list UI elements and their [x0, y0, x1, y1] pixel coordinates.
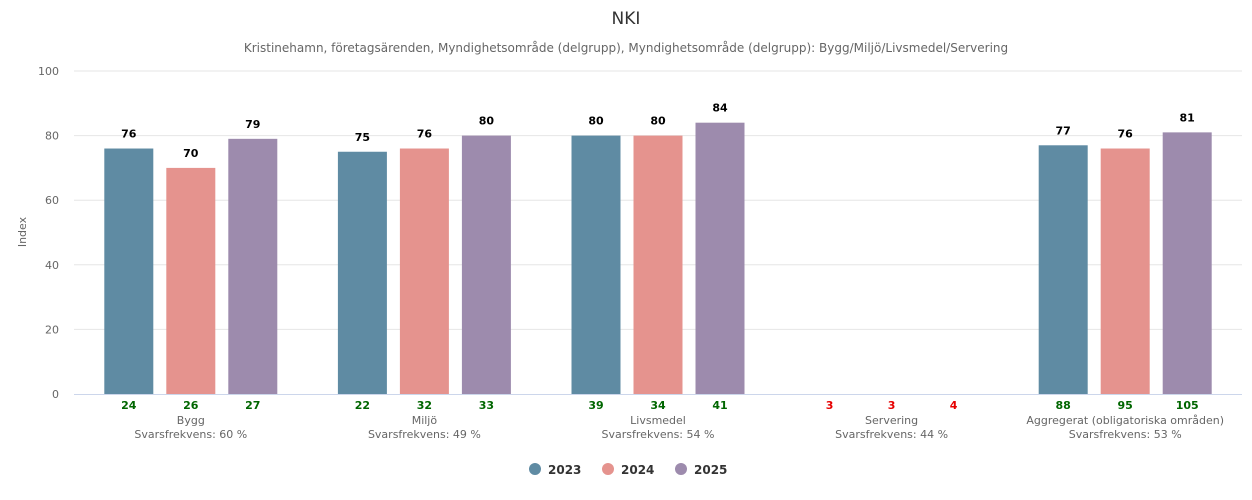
data-label: 76 — [1118, 128, 1134, 141]
y-tick-label: 40 — [45, 259, 59, 272]
response-count: 22 — [355, 399, 370, 412]
response-count: 105 — [1176, 399, 1199, 412]
bar-2024 — [399, 148, 449, 394]
category-sublabel: Svarsfrekvens: 53 % — [1069, 428, 1182, 441]
response-count: 24 — [121, 399, 137, 412]
bar-2025 — [1162, 132, 1212, 394]
response-count: 41 — [712, 399, 727, 412]
bar-2025 — [695, 122, 745, 395]
category-label: Livsmedel — [630, 414, 686, 427]
y-tick-label: 0 — [52, 388, 59, 401]
data-label: 84 — [712, 102, 728, 115]
legend-marker-2024 — [602, 463, 614, 475]
bar-2025 — [228, 138, 278, 394]
response-count: 26 — [183, 399, 199, 412]
chart-title: NKI — [612, 9, 641, 29]
y-tick-label: 80 — [45, 130, 59, 143]
y-tick-label: 100 — [38, 65, 59, 78]
category-sublabel: Svarsfrekvens: 60 % — [134, 428, 247, 441]
chart-subtitle: Kristinehamn, företagsärenden, Myndighet… — [244, 41, 1008, 55]
data-label: 81 — [1180, 111, 1195, 124]
data-label: 80 — [588, 115, 604, 128]
bar-2024 — [1100, 148, 1150, 394]
response-count: 33 — [479, 399, 494, 412]
legend-marker-2023 — [529, 463, 541, 475]
category-label: Bygg — [177, 414, 205, 427]
y-tick-label: 60 — [45, 194, 59, 207]
y-axis-label: Index — [16, 216, 29, 247]
data-label: 77 — [1056, 124, 1071, 137]
response-count: 4 — [950, 399, 958, 412]
bar-2023 — [1038, 145, 1088, 394]
response-count: 88 — [1056, 399, 1071, 412]
response-count: 34 — [650, 399, 666, 412]
category-label: Miljö — [412, 414, 438, 427]
legend-item-2023[interactable]: 2023 — [548, 463, 581, 477]
bar-2023 — [337, 151, 387, 394]
response-count: 27 — [245, 399, 260, 412]
category-sublabel: Svarsfrekvens: 49 % — [368, 428, 481, 441]
response-count: 32 — [417, 399, 432, 412]
data-label: 76 — [121, 128, 137, 141]
legend-item-2024[interactable]: 2024 — [621, 463, 654, 477]
data-label: 80 — [650, 115, 666, 128]
response-count: 39 — [588, 399, 603, 412]
bar-2023 — [571, 135, 621, 394]
legend-item-2025[interactable]: 2025 — [694, 463, 727, 477]
data-label: 76 — [417, 128, 433, 141]
response-count: 95 — [1118, 399, 1133, 412]
bar-2024 — [633, 135, 683, 394]
response-count: 3 — [826, 399, 834, 412]
category-sublabel: Svarsfrekvens: 44 % — [835, 428, 948, 441]
legend-marker-2025 — [675, 463, 687, 475]
category-sublabel: Svarsfrekvens: 54 % — [602, 428, 715, 441]
category-label: Aggregerat (obligatoriska områden) — [1026, 414, 1224, 427]
bar-2025 — [461, 135, 511, 394]
data-label: 75 — [355, 131, 370, 144]
response-count: 3 — [888, 399, 896, 412]
bar-2023 — [104, 148, 154, 394]
category-label: Servering — [865, 414, 918, 427]
data-label: 80 — [479, 115, 495, 128]
data-label: 79 — [245, 118, 260, 131]
data-label: 70 — [183, 147, 199, 160]
bar-2024 — [166, 167, 216, 394]
y-tick-label: 20 — [45, 323, 59, 336]
